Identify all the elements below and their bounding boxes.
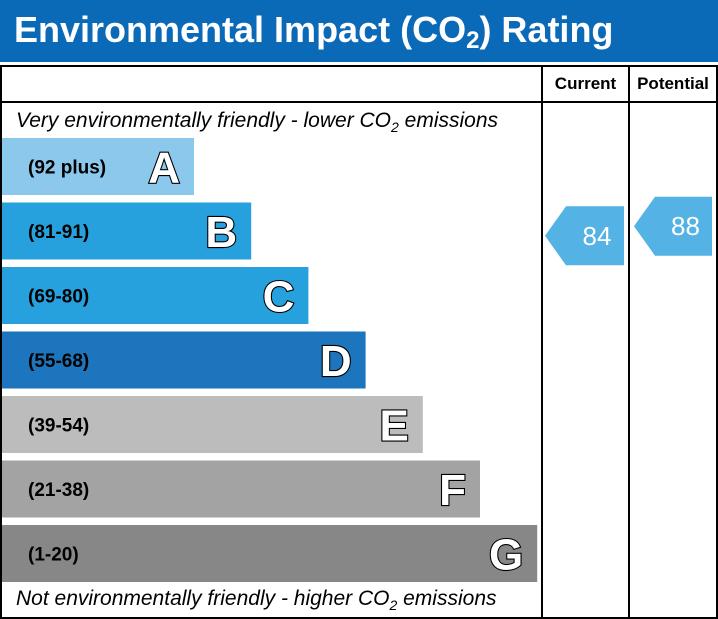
rating-table-frame (0, 65, 718, 619)
bottom-caption: Not environmentally friendly - higher CO… (16, 587, 497, 613)
column-divider (541, 65, 543, 619)
potential-column-header: Potential (637, 74, 709, 93)
header-divider (0, 101, 718, 103)
column-divider (628, 65, 630, 619)
header-bar: Environmental Impact (CO2) Rating (0, 0, 718, 62)
page-title: Environmental Impact (CO2) Rating (14, 9, 614, 54)
current-column-header: Current (554, 74, 617, 93)
top-caption: Very environmentally friendly - lower CO… (16, 109, 499, 135)
